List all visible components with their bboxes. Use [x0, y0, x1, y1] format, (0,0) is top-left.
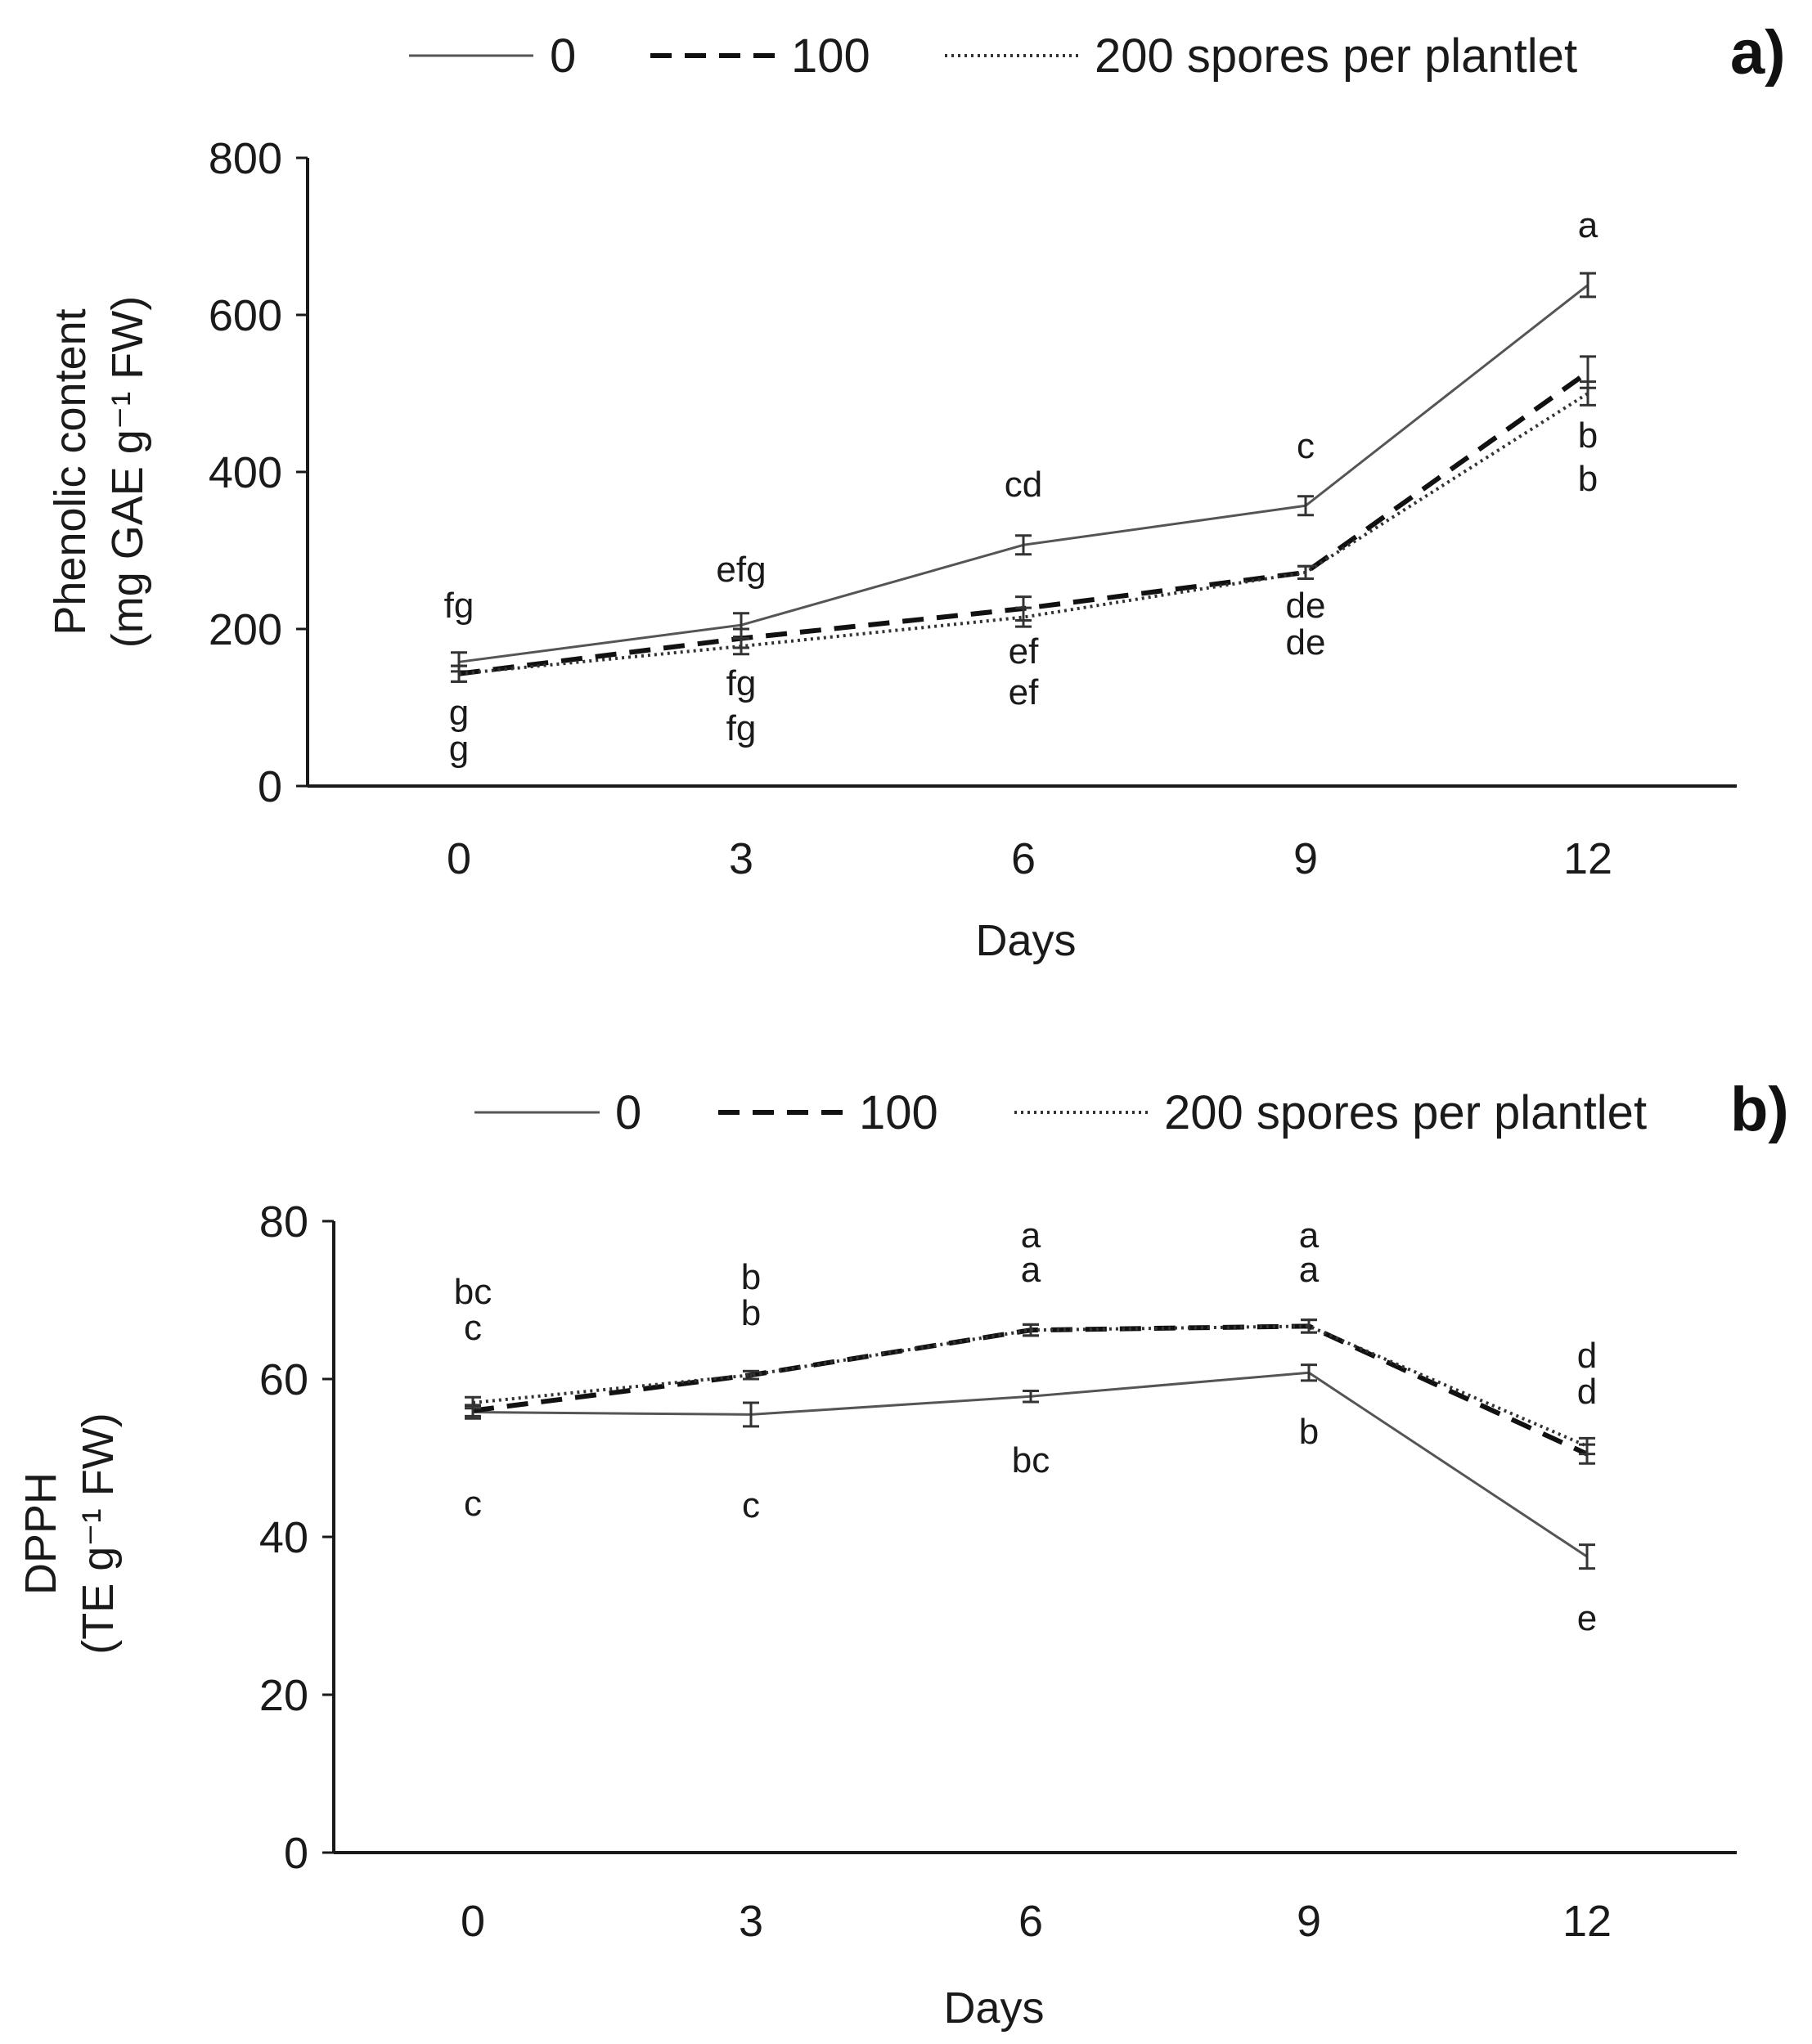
x-tick-label: 6	[1018, 1897, 1043, 1946]
x-tick-label: 12	[1562, 1897, 1612, 1946]
x-tick-label: 12	[1563, 834, 1612, 883]
significance-label: bc	[1012, 1440, 1050, 1480]
y-tick-label: 800	[209, 134, 282, 183]
error-bar	[1015, 606, 1032, 628]
error-bar	[1301, 1318, 1317, 1334]
legend-label-100: 100	[791, 29, 870, 83]
significance-label: fg	[726, 708, 757, 748]
significance-label: c	[1297, 426, 1315, 466]
panel-b-y-axis-title-line1: DPPH	[16, 1472, 65, 1595]
panel-b-x-ticks: 0 3 6 9 12	[461, 1897, 1612, 1946]
legend-label-0: 0	[550, 29, 576, 83]
x-tick-label: 3	[729, 834, 753, 883]
significance-label: b	[741, 1293, 761, 1333]
error-bar	[733, 637, 749, 656]
error-bar	[1023, 1323, 1039, 1337]
significance-label: cd	[1005, 465, 1042, 505]
panel-b-y-ticks: 0 20 40 60 80	[259, 1197, 334, 1878]
y-tick-label: 0	[284, 1829, 308, 1878]
y-tick-label: 80	[259, 1197, 308, 1247]
legend-label-100: 100	[859, 1086, 938, 1139]
significance-label: bc	[454, 1272, 492, 1312]
error-bar	[465, 1395, 481, 1410]
significance-label: c	[464, 1484, 482, 1524]
significance-label: c	[742, 1485, 760, 1525]
significance-label: ef	[1009, 631, 1039, 672]
significance-label: a	[1578, 205, 1598, 245]
y-tick-label: 600	[209, 291, 282, 340]
significance-label: a	[1021, 1250, 1041, 1290]
panel-b-series	[465, 1318, 1595, 1570]
significance-label: d	[1577, 1336, 1597, 1376]
x-tick-label: 0	[447, 834, 471, 883]
x-tick-label: 9	[1293, 834, 1318, 883]
y-tick-label: 200	[209, 605, 282, 654]
significance-label: de	[1286, 622, 1326, 663]
error-bar	[1580, 380, 1596, 407]
panel-b-dpph-chart: 0 100 200 spores per plantlet b) 0204060…	[16, 1075, 1789, 2033]
significance-label: d	[1577, 1372, 1597, 1412]
x-tick-label: 9	[1297, 1897, 1321, 1946]
significance-label: a	[1299, 1215, 1320, 1256]
significance-label: fg	[444, 586, 474, 626]
panel-b-legend: 0 100 200 spores per plantlet	[474, 1086, 1647, 1139]
significance-label: a	[1299, 1250, 1320, 1290]
panel-a-y-ticks: 0 200 400 600 800	[209, 134, 308, 811]
panel-a-significance-labels: fg efg cd c a g fg ef de b g fg ef de b	[444, 205, 1598, 769]
panel-a-x-axis-title: Days	[975, 916, 1076, 965]
y-tick-label: 60	[259, 1355, 308, 1404]
panel-b-y-axis-title: DPPH (TE g⁻¹ FW)	[16, 1413, 123, 1654]
x-tick-label: 3	[739, 1897, 763, 1946]
error-bar	[1015, 534, 1032, 556]
panel-a-phenolic-chart: 0 100 200 spores per plantlet a) 0 200 400…	[46, 18, 1786, 965]
error-bar	[1297, 495, 1314, 517]
panel-b-x-axis-title: Days	[943, 1983, 1044, 2033]
significance-label: b	[1578, 459, 1598, 499]
panel-a-x-ticks: 0 3 6 9 12	[447, 834, 1612, 883]
significance-label: e	[1577, 1598, 1597, 1638]
panel-a-legend: 0 100 200 spores per plantlet	[409, 29, 1577, 83]
significance-label: g	[449, 729, 469, 769]
error-bar	[743, 1369, 759, 1381]
panel-a-y-axis-title-line2: (mg GAE g⁻¹ FW)	[103, 296, 152, 649]
panel-a-y-axis-title-line1: Phenolic content	[46, 308, 95, 635]
error-bar	[1023, 1389, 1039, 1404]
significance-label: b	[1578, 416, 1598, 456]
x-tick-label: 0	[461, 1897, 485, 1946]
error-bar	[1297, 564, 1314, 581]
error-bar	[1580, 272, 1596, 299]
y-tick-label: 40	[259, 1513, 308, 1562]
significance-label: ef	[1009, 672, 1039, 712]
significance-label: c	[464, 1308, 482, 1348]
panel-a-label: a)	[1730, 18, 1786, 88]
error-bar	[743, 1401, 759, 1428]
significance-label: g	[449, 693, 469, 733]
error-bar	[1579, 1436, 1595, 1456]
legend-label-200: 200 spores per plantlet	[1095, 29, 1577, 83]
y-tick-label: 20	[259, 1671, 308, 1720]
panel-b-label: b)	[1730, 1075, 1789, 1144]
significance-label: efg	[716, 550, 766, 590]
error-bar	[1301, 1363, 1317, 1382]
legend-label-0: 0	[615, 1086, 641, 1139]
error-bar	[1579, 1543, 1595, 1570]
x-tick-label: 6	[1011, 834, 1036, 883]
y-tick-label: 0	[258, 762, 282, 811]
significance-label: de	[1286, 586, 1326, 626]
series-line-200	[472, 1324, 1588, 1448]
panel-a-series	[451, 272, 1596, 683]
significance-label: a	[1021, 1215, 1041, 1256]
significance-label: b	[1299, 1412, 1319, 1452]
legend-label-200: 200 spores per plantlet	[1164, 1086, 1647, 1139]
series-line-200	[458, 392, 1589, 676]
significance-label: fg	[726, 663, 757, 703]
panel-b-y-axis-title-line2: (TE g⁻¹ FW)	[74, 1413, 123, 1654]
significance-label: b	[741, 1257, 761, 1297]
error-bar	[451, 664, 467, 683]
y-tick-label: 400	[209, 448, 282, 497]
panel-a-y-axis-title: Phenolic content (mg GAE g⁻¹ FW)	[46, 296, 152, 649]
